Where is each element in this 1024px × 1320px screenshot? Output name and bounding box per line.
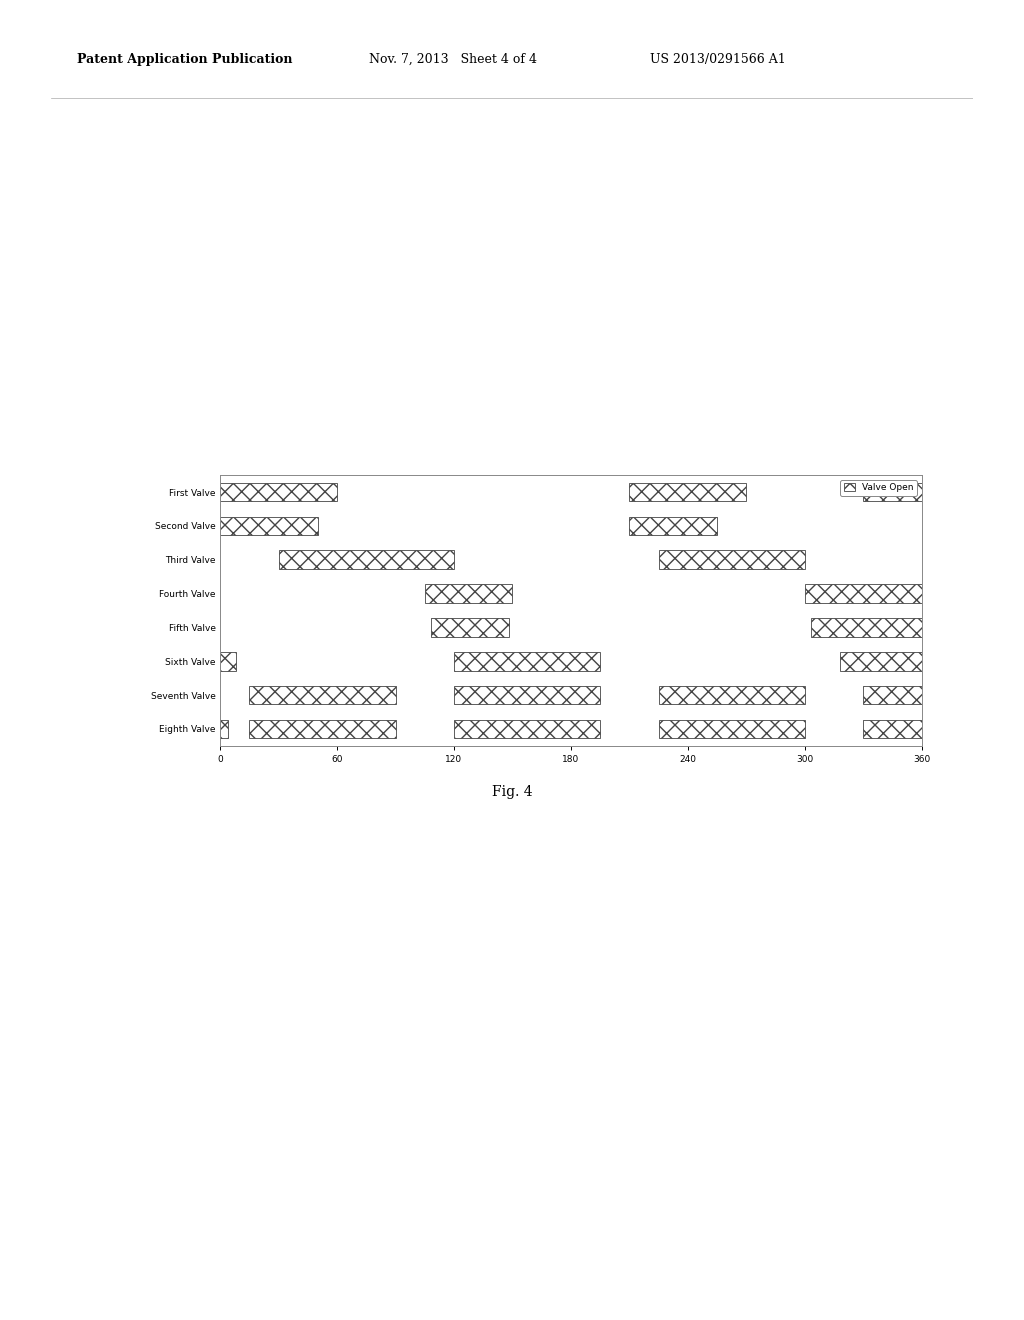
- Bar: [250, 719, 395, 738]
- Bar: [425, 585, 512, 603]
- Bar: [658, 719, 805, 738]
- Bar: [630, 483, 746, 502]
- Bar: [863, 686, 922, 705]
- Text: Nov. 7, 2013   Sheet 4 of 4: Nov. 7, 2013 Sheet 4 of 4: [369, 53, 537, 66]
- Bar: [220, 483, 337, 502]
- Bar: [863, 483, 922, 502]
- Bar: [840, 652, 922, 671]
- Bar: [805, 585, 922, 603]
- Bar: [811, 618, 922, 636]
- Bar: [430, 618, 509, 636]
- Text: US 2013/0291566 A1: US 2013/0291566 A1: [650, 53, 786, 66]
- Bar: [220, 652, 236, 671]
- Text: Fig. 4: Fig. 4: [492, 785, 532, 799]
- Bar: [658, 686, 805, 705]
- Legend: Valve Open: Valve Open: [841, 479, 918, 496]
- Bar: [454, 686, 600, 705]
- Bar: [454, 652, 600, 671]
- Bar: [279, 550, 454, 569]
- Bar: [454, 719, 600, 738]
- Bar: [630, 516, 717, 535]
- Bar: [658, 550, 805, 569]
- Bar: [220, 516, 317, 535]
- Bar: [250, 686, 395, 705]
- Text: Patent Application Publication: Patent Application Publication: [77, 53, 292, 66]
- Bar: [863, 719, 922, 738]
- Bar: [220, 719, 228, 738]
